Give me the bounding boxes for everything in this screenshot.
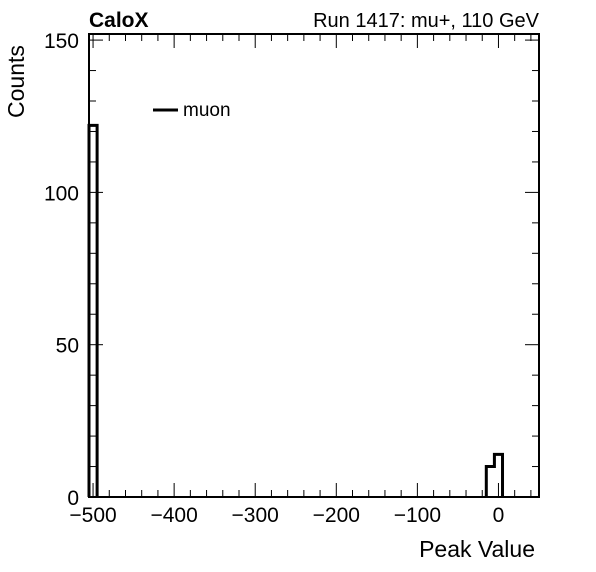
plot-frame xyxy=(88,33,540,498)
x-tick-label: 0 xyxy=(493,504,505,527)
x-tick-label: −300 xyxy=(232,504,279,527)
x-tick-label: −500 xyxy=(69,504,116,527)
x-tick-label: −100 xyxy=(394,504,441,527)
x-tick-label: −400 xyxy=(150,504,197,527)
legend: muon xyxy=(153,100,231,121)
y-tick-label: 50 xyxy=(56,335,79,358)
y-tick-label: 150 xyxy=(44,30,79,53)
run-info-label: Run 1417: mu+, 110 GeV xyxy=(313,10,540,32)
experiment-label: CaloX xyxy=(89,9,149,32)
legend-label-muon: muon xyxy=(183,100,231,121)
y-tick-label: 100 xyxy=(44,182,79,205)
y-axis-title: Counts xyxy=(3,45,29,118)
y-tick-label: 0 xyxy=(67,487,79,510)
y-tick-labels: 0 50 100 150 xyxy=(44,30,79,510)
x-tick-labels: −500 −400 −300 −200 −100 0 xyxy=(69,504,504,527)
x-tick-label: −200 xyxy=(313,504,360,527)
x-axis-title: Peak Value xyxy=(419,536,535,562)
